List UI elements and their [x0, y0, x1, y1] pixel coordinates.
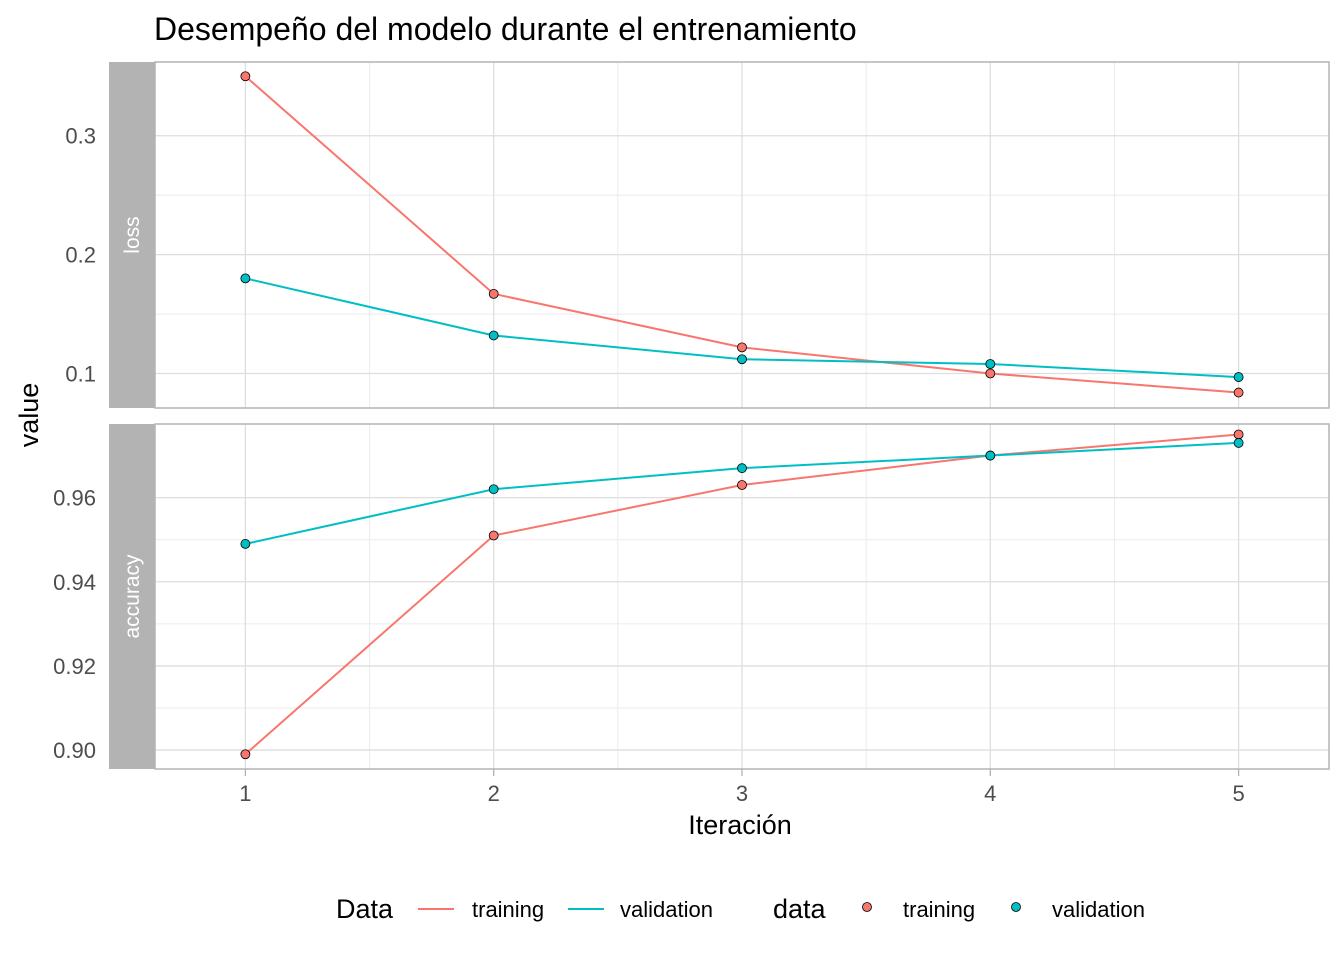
data-point-training — [1233, 387, 1244, 398]
legend: Data training validation data training valida… — [336, 894, 1145, 924]
y-tick-label: 0.2 — [65, 243, 96, 268]
data-point-training — [488, 288, 499, 299]
legend-title-lines: Data — [336, 894, 394, 924]
data-point-validation — [488, 330, 499, 341]
panel-accuracy: 0.90 0.92 0.94 0.96 accuracy — [53, 423, 1330, 770]
y-tick-label: 0.94 — [53, 570, 96, 595]
legend-title-points: data — [773, 894, 827, 924]
y-tick-label: 0.96 — [53, 486, 96, 511]
facet-strip-label: loss — [121, 216, 144, 253]
legend-label-point-validation: validation — [1052, 897, 1145, 922]
y-tick-label: 0.92 — [53, 654, 96, 679]
legend-key-point-training — [862, 902, 872, 912]
data-point-validation — [985, 450, 996, 461]
data-point-training — [737, 480, 747, 490]
x-tick-label: 3 — [736, 781, 748, 806]
y-tick-label: 0.1 — [65, 362, 96, 387]
legend-label-line-training: training — [472, 897, 544, 922]
data-point-validation — [737, 354, 747, 365]
x-axis-title: Iteración — [688, 810, 792, 840]
y-tick-label: 0.3 — [65, 124, 96, 149]
y-tick-label: 0.90 — [53, 738, 96, 763]
legend-label-line-validation: validation — [620, 897, 713, 922]
data-point-validation — [985, 359, 996, 369]
x-tick-label: 1 — [239, 781, 251, 806]
data-point-training — [240, 749, 251, 760]
x-axis: 1 2 3 4 5 — [239, 769, 1245, 806]
data-point-training — [737, 342, 747, 353]
x-tick-label: 2 — [488, 781, 500, 806]
panel-loss: 0.1 0.2 0.3 loss — [65, 61, 1330, 409]
facet-strip — [109, 424, 155, 769]
legend-key-point-validation — [1011, 902, 1021, 912]
data-point-training — [985, 368, 996, 379]
facet-strip-label: accuracy — [121, 554, 144, 639]
facet-strip — [109, 62, 155, 408]
data-point-validation — [240, 539, 251, 549]
x-tick-label: 5 — [1232, 781, 1244, 806]
data-point-training — [240, 71, 251, 82]
data-point-validation — [488, 484, 499, 495]
data-point-training — [488, 530, 499, 541]
data-point-validation — [1233, 372, 1244, 382]
legend-label-point-training: training — [903, 897, 975, 922]
data-point-validation — [737, 463, 747, 474]
data-point-validation — [240, 273, 251, 284]
x-tick-label: 4 — [984, 781, 996, 806]
y-axis-title: value — [14, 383, 44, 448]
data-point-training — [1233, 429, 1244, 440]
chart-title: Desempeño del modelo durante el entrenam… — [154, 11, 857, 47]
data-point-validation — [1233, 438, 1244, 448]
